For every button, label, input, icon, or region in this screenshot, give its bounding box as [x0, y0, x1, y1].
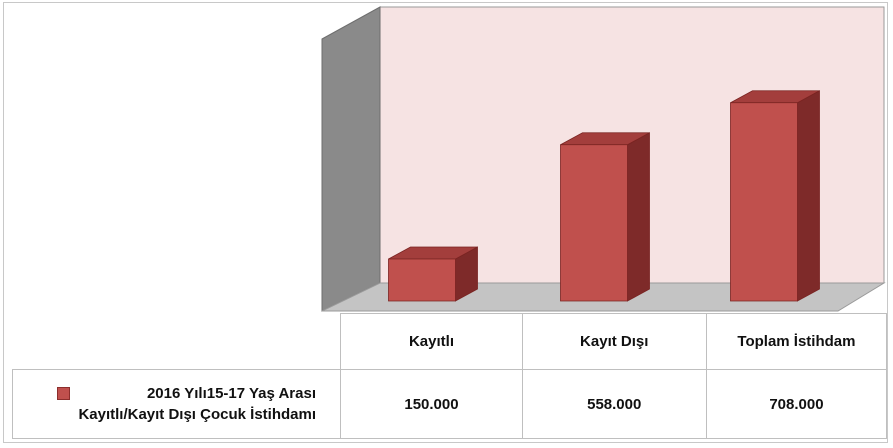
- value-cell: 150.000: [340, 369, 523, 439]
- category-label: Toplam İstihdam: [737, 332, 856, 350]
- bar-side: [627, 132, 650, 302]
- bar: [730, 102, 798, 302]
- data-table: Kayıtlı Kayıt Dışı Toplam İstihdam 2016 …: [11, 313, 888, 439]
- legend: 2016 Yılı15-17 Yaş Arası Kayıtlı/Kayıt D…: [11, 369, 342, 439]
- category-label: Kayıt Dışı: [580, 332, 649, 350]
- value-cell: 558.000: [521, 369, 707, 439]
- chart-plot: [321, 6, 886, 312]
- bars-group: [388, 90, 820, 302]
- category-label: Kayıtlı: [408, 332, 454, 350]
- bar: [560, 144, 628, 302]
- category-cell: Kayıt Dışı: [521, 313, 707, 370]
- value-cell: 708.000: [705, 369, 888, 439]
- chart-frame: Kayıtlı Kayıt Dışı Toplam İstihdam 2016 …: [3, 2, 888, 443]
- table-values-row: 2016 Yılı15-17 Yaş Arası Kayıtlı/Kayıt D…: [11, 369, 888, 439]
- chart-side-wall: [321, 6, 381, 312]
- bar: [388, 258, 456, 302]
- category-cell: Kayıtlı: [340, 313, 523, 370]
- legend-label: 2016 Yılı15-17 Yaş Arası Kayıtlı/Kayıt D…: [78, 385, 316, 423]
- table-corner: [12, 313, 342, 370]
- bar-side: [797, 90, 820, 302]
- legend-swatch: [57, 387, 70, 400]
- table-header-row: Kayıtlı Kayıt Dışı Toplam İstihdam: [12, 313, 888, 370]
- category-cell: Toplam İstihdam: [705, 313, 888, 370]
